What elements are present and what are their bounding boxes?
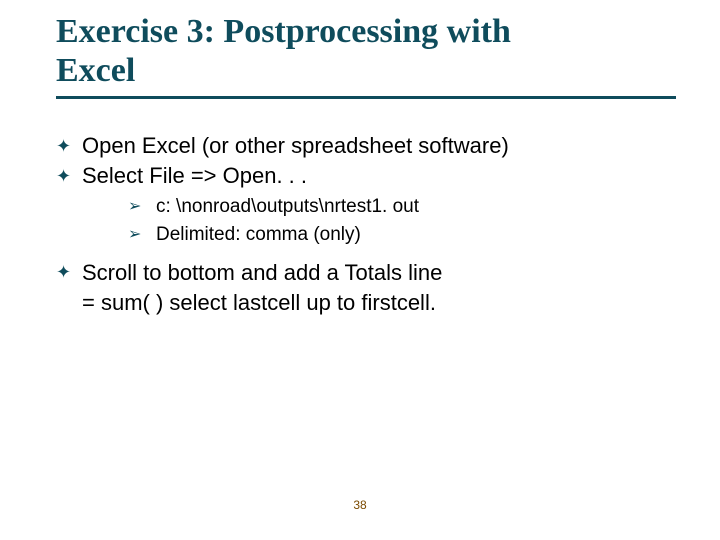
title-block: Exercise 3: Postprocessing with Excel: [56, 12, 676, 99]
bullet-text: Select File => Open. . .: [82, 162, 307, 190]
title-rule: [56, 96, 676, 99]
sub-bullet-text: c: \nonroad\outputs\nrtest1. out: [156, 194, 419, 220]
bullet-text-multiline: Scroll to bottom and add a Totals line =…: [82, 258, 442, 318]
bullet-item-3: ✦ Scroll to bottom and add a Totals line…: [56, 258, 676, 318]
body-content: ✦ Open Excel (or other spreadsheet softw…: [56, 130, 676, 318]
page-number: 38: [0, 498, 720, 512]
diamond-bullet-icon: ✦: [56, 162, 82, 190]
arrow-bullet-icon: ➢: [128, 194, 156, 220]
title-line-1: Exercise 3: Postprocessing with: [56, 13, 511, 50]
slide-title: Exercise 3: Postprocessing with Excel: [56, 12, 676, 90]
bullet-3-line-2: = sum( ) select lastcell up to firstcell…: [82, 290, 436, 315]
diamond-bullet-icon: ✦: [56, 132, 82, 160]
bullet-text: Open Excel (or other spreadsheet softwar…: [82, 132, 509, 160]
title-line-2: Excel: [56, 52, 135, 89]
bullet-item-2: ✦ Select File => Open. . .: [56, 162, 676, 190]
sub-bullet-item-2: ➢ Delimited: comma (only): [128, 222, 676, 248]
diamond-bullet-icon: ✦: [56, 258, 82, 286]
bullet-3-line-1: Scroll to bottom and add a Totals line: [82, 260, 442, 285]
sub-bullet-text: Delimited: comma (only): [156, 222, 361, 248]
slide: Exercise 3: Postprocessing with Excel ✦ …: [0, 0, 720, 540]
bullet-item-1: ✦ Open Excel (or other spreadsheet softw…: [56, 132, 676, 160]
sub-bullet-group: ➢ c: \nonroad\outputs\nrtest1. out ➢ Del…: [128, 194, 676, 248]
arrow-bullet-icon: ➢: [128, 222, 156, 248]
sub-bullet-item-1: ➢ c: \nonroad\outputs\nrtest1. out: [128, 194, 676, 220]
